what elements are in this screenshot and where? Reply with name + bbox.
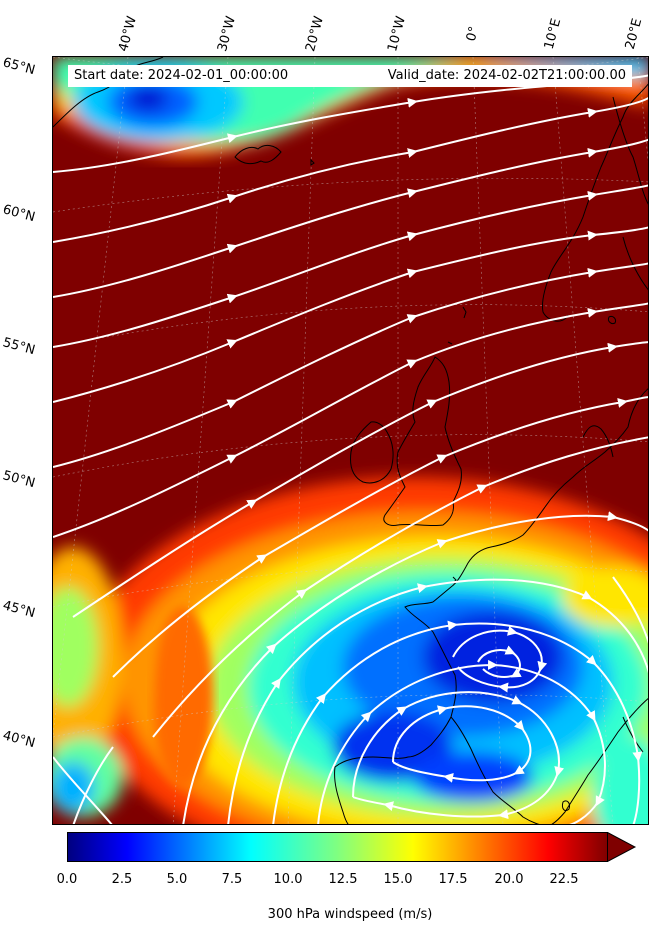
lat-label-65n: 65°N	[1, 55, 37, 79]
colorbar-tick: 17.5	[438, 872, 468, 887]
lat-label-60n: 60°N	[1, 202, 37, 226]
lat-label-55n: 55°N	[1, 335, 37, 359]
colorbar-label: 300 hPa windspeed (m/s)	[267, 907, 433, 922]
colorbar-tick: 12.5	[328, 872, 358, 887]
lon-label-30w: 30°W	[215, 14, 239, 54]
wind-speed-field	[53, 57, 648, 824]
start-date-label: Start date: 2024-02-01_00:00:00	[74, 68, 289, 83]
colorbar-gradient	[67, 832, 608, 862]
wind-map: Start date: 2024-02-01_00:00:00 Valid_da…	[52, 56, 649, 825]
colorbar-tick: 2.5	[111, 872, 133, 887]
date-header: Start date: 2024-02-01_00:00:00 Valid_da…	[68, 65, 632, 87]
colorbar-tick: 15.0	[383, 872, 413, 887]
lon-label-20e: 20°E	[622, 16, 646, 52]
colorbar-tick: 20.0	[494, 872, 524, 887]
colorbar-tick: 7.5	[221, 872, 243, 887]
lon-label-20w: 20°W	[303, 14, 327, 54]
lat-label-40n: 40°N	[1, 728, 37, 752]
lon-label-10w: 10°W	[385, 14, 409, 54]
colorbar-tick: 10.0	[273, 872, 303, 887]
lat-label-45n: 45°N	[1, 598, 37, 622]
lon-label-10e: 10°E	[541, 16, 565, 52]
colorbar-tick: 5.0	[166, 872, 188, 887]
colorbar	[67, 832, 637, 862]
colorbar-tick: 0.0	[56, 872, 78, 887]
colorbar-extend-arrow	[607, 832, 637, 862]
colorbar-tick: 22.5	[549, 872, 579, 887]
lat-label-50n: 50°N	[1, 468, 37, 492]
wind-field-svg	[53, 57, 648, 824]
valid-date-label: Valid_date: 2024-02-02T21:00:00.00	[387, 68, 626, 83]
lon-label-0: 0°	[463, 24, 483, 44]
lon-label-40w: 40°W	[116, 14, 140, 54]
